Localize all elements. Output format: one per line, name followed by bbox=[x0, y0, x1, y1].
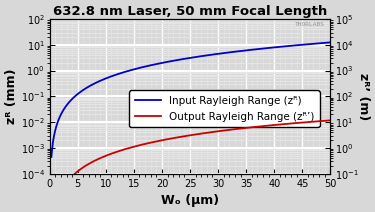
Line: Output Rayleigh Range (zᴿ’): Output Rayleigh Range (zᴿ’) bbox=[51, 120, 330, 212]
Input Rayleigh Range (zᴿ) bbox=[328, 41, 333, 44]
Output Rayleigh Range (zᴿ’) bbox=[156, 140, 160, 142]
Output Rayleigh Range (zᴿ’) bbox=[81, 166, 86, 169]
Output Rayleigh Range (zᴿ’) bbox=[322, 120, 327, 122]
Input Rayleigh Range (zᴿ) bbox=[168, 60, 173, 63]
Input Rayleigh Range (zᴿ) bbox=[156, 62, 160, 65]
Output Rayleigh Range (zᴿ’) bbox=[292, 122, 297, 124]
Title: 632.8 nm Laser, 50 mm Focal Length: 632.8 nm Laser, 50 mm Focal Length bbox=[53, 5, 327, 18]
Output Rayleigh Range (zᴿ’) bbox=[328, 119, 333, 122]
Input Rayleigh Range (zᴿ) bbox=[49, 156, 54, 158]
Input Rayleigh Range (zᴿ) bbox=[98, 80, 102, 82]
X-axis label: Wₒ (μm): Wₒ (μm) bbox=[161, 194, 219, 207]
Y-axis label: zᴿ (mm): zᴿ (mm) bbox=[5, 69, 18, 124]
Output Rayleigh Range (zᴿ’) bbox=[168, 137, 173, 140]
Text: THORLABS: THORLABS bbox=[295, 22, 325, 27]
Input Rayleigh Range (zᴿ) bbox=[81, 89, 86, 91]
Y-axis label: zᴿ’ (m): zᴿ’ (m) bbox=[357, 73, 370, 120]
Legend: Input Rayleigh Range (zᴿ), Output Rayleigh Range (zᴿ’): Input Rayleigh Range (zᴿ), Output Raylei… bbox=[129, 90, 320, 127]
Output Rayleigh Range (zᴿ’) bbox=[98, 157, 102, 160]
Input Rayleigh Range (zᴿ) bbox=[322, 42, 327, 44]
Line: Input Rayleigh Range (zᴿ): Input Rayleigh Range (zᴿ) bbox=[51, 42, 330, 157]
Input Rayleigh Range (zᴿ) bbox=[292, 44, 297, 47]
